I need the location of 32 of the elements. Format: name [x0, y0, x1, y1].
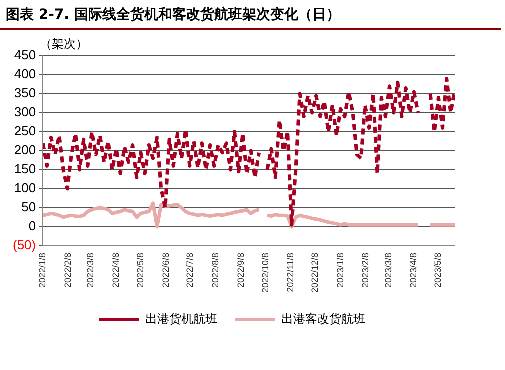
x-tick-label: 2022/10/8 [260, 252, 270, 294]
x-tick-label: 2023/5/8 [433, 252, 444, 288]
x-tick-label: 2022/2/8 [62, 252, 73, 288]
y-tick-label: 400 [14, 66, 36, 82]
y-axis-title: （架次） [40, 36, 88, 53]
x-tick-label: 2022/9/8 [236, 252, 246, 288]
x-tick-label: 2022/8/8 [210, 252, 221, 288]
x-tick-label: 2022/6/8 [160, 252, 171, 288]
x-tick-label: 2022/4/8 [111, 252, 122, 288]
y-tick-label: 250 [14, 124, 36, 139]
x-tick-label: 2022/12/8 [310, 252, 320, 294]
y-tick-label: 300 [14, 104, 36, 120]
x-tick-label: 2023/1/8 [335, 252, 346, 288]
x-tick-label: 2022/3/8 [86, 252, 96, 288]
x-tick-label: 2023/2/8 [360, 252, 371, 288]
legend-label: 出港货机航班 [146, 312, 218, 326]
y-tick-label: 50 [22, 200, 36, 215]
x-tick-label: 2022/5/8 [135, 252, 146, 288]
y-tick-label: 200 [14, 142, 36, 158]
x-tick-label: 2022/7/8 [185, 252, 196, 288]
x-tick-label: 2022/1/8 [38, 252, 48, 288]
y-tick-label: 150 [14, 162, 36, 177]
y-tick-label: (50) [12, 238, 36, 253]
x-tick-label: 2023/4/8 [408, 252, 419, 288]
y-tick-label: 450 [14, 48, 36, 63]
y-tick-label: 350 [14, 86, 36, 101]
legend-label: 出港客改货航班 [282, 312, 366, 326]
chart-title: 图表 2-7. 国际线全货机和客改货航班架次变化（日） [0, 0, 501, 30]
x-tick-label: 2022/11/8 [286, 252, 296, 292]
y-tick-label: 0 [28, 218, 36, 234]
x-tick-label: 2023/3/8 [383, 252, 394, 288]
y-tick-label: 100 [14, 180, 36, 196]
